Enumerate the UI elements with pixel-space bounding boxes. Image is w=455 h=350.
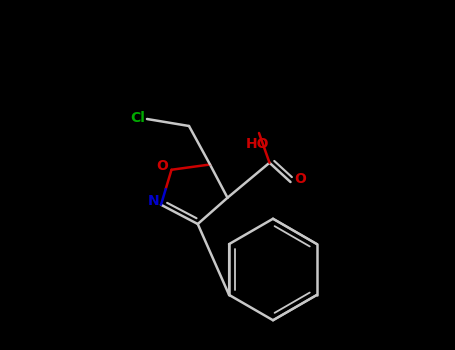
Text: N: N <box>147 194 159 208</box>
Text: O: O <box>156 159 167 173</box>
Text: O: O <box>294 172 306 186</box>
Text: HO: HO <box>246 137 269 151</box>
Text: Cl: Cl <box>130 111 145 125</box>
